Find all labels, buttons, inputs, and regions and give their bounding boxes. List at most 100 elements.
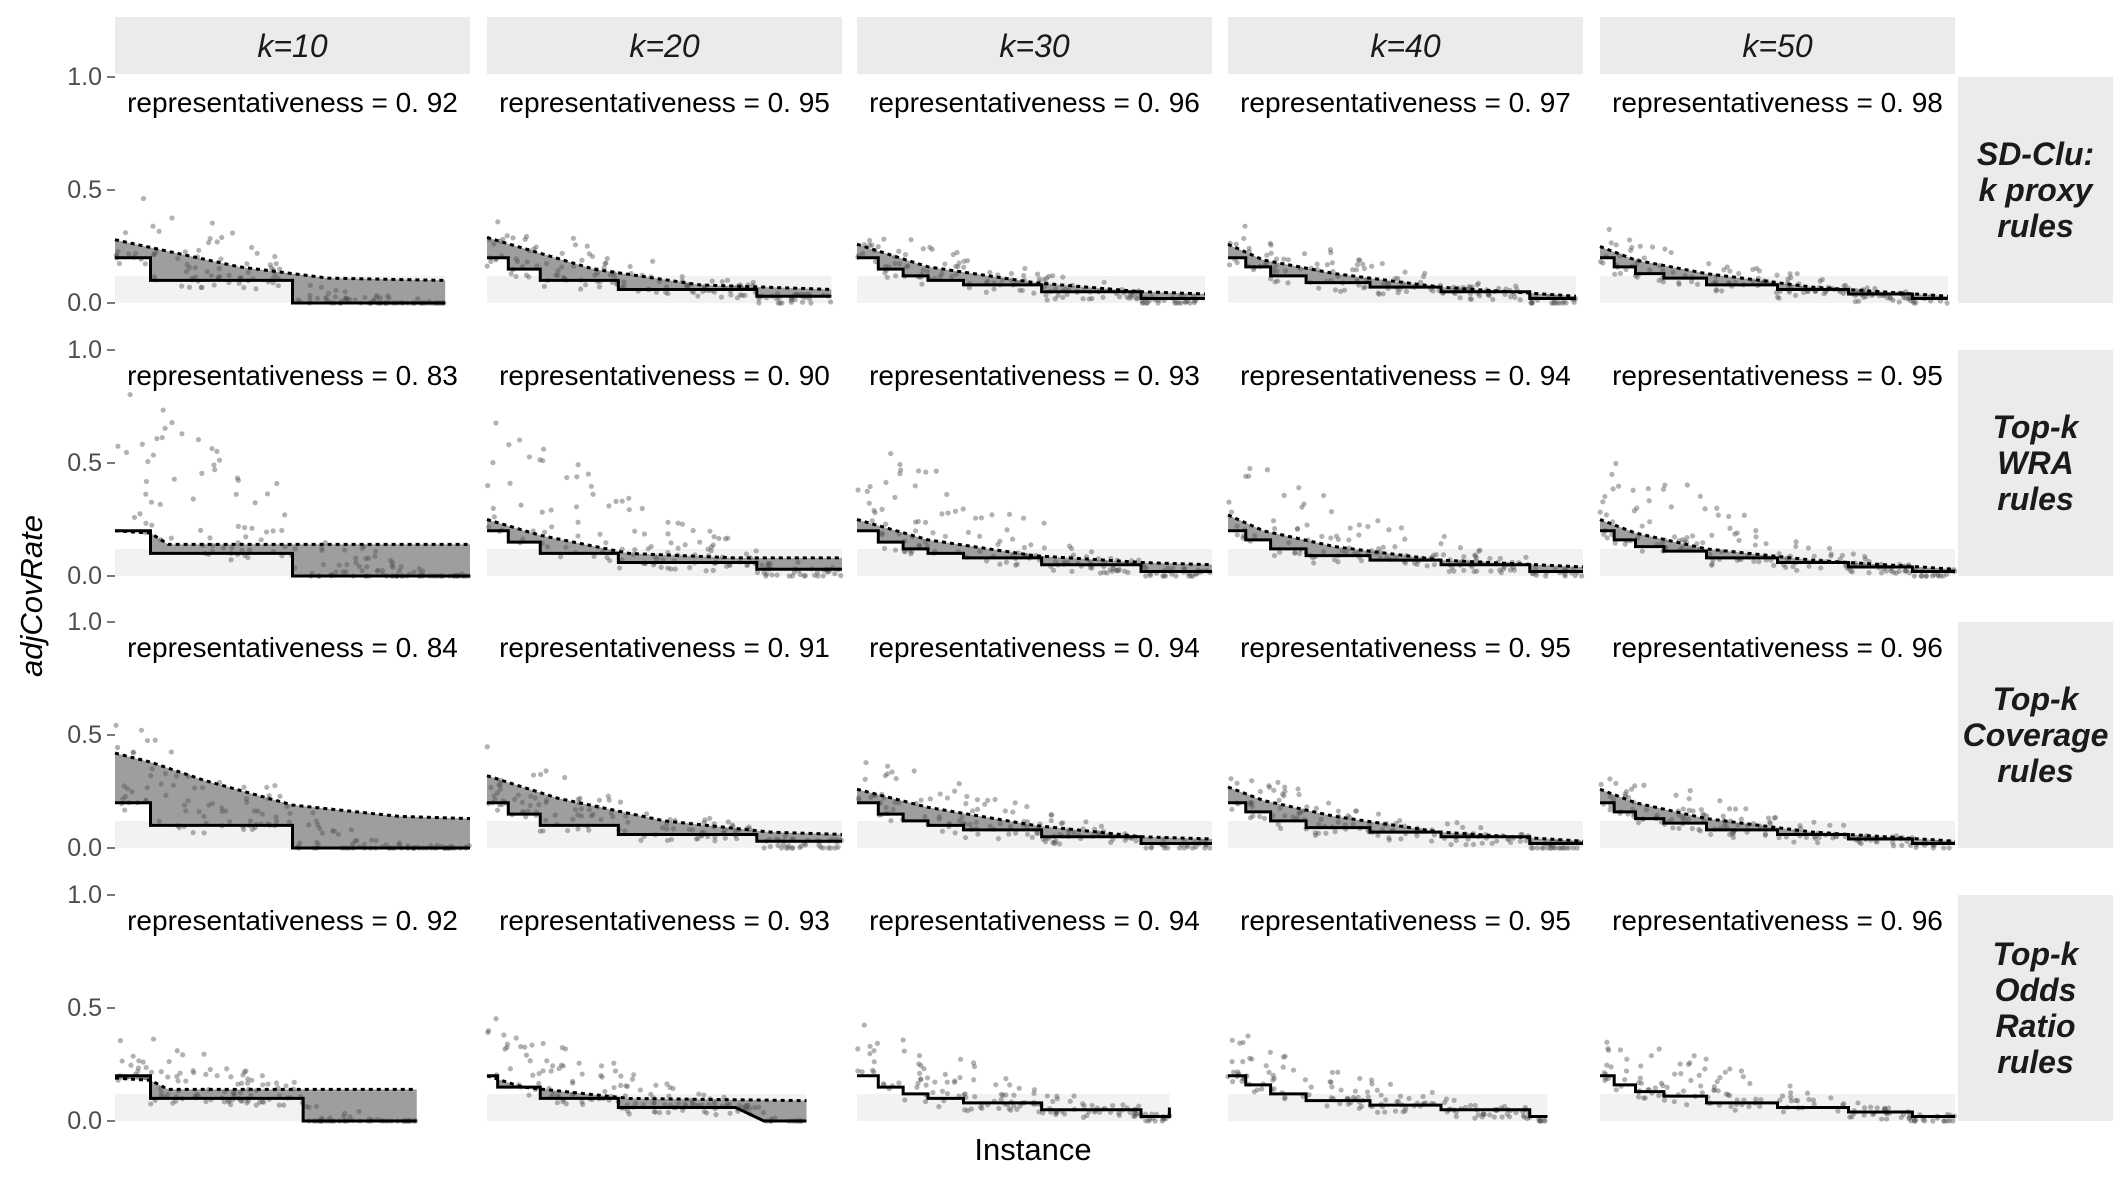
instance-point: [1420, 1093, 1426, 1100]
instance-point: [756, 300, 762, 306]
instance-point: [1868, 1104, 1874, 1110]
instance-point: [586, 827, 592, 833]
instance-point: [1110, 1103, 1116, 1109]
instance-point: [1719, 548, 1725, 555]
instance-point: [1329, 260, 1335, 266]
instance-point: [1498, 570, 1504, 576]
instance-point: [1271, 787, 1277, 793]
instance-point: [1677, 1061, 1683, 1067]
instance-point: [560, 1099, 566, 1105]
instance-point: [1368, 1077, 1375, 1083]
instance-point: [115, 248, 121, 255]
instance-point: [244, 261, 250, 267]
instance-point: [374, 294, 380, 300]
instance-point: [648, 1091, 654, 1097]
instance-point: [398, 564, 404, 570]
instance-point: [1811, 1101, 1817, 1107]
instance-point: [1648, 1053, 1654, 1059]
instance-point: [1940, 573, 1947, 579]
instance-point: [1332, 829, 1338, 835]
row-strip: [1958, 895, 2113, 1121]
instance-point: [864, 488, 870, 494]
instance-point: [181, 802, 188, 808]
instance-point: [282, 544, 288, 550]
instance-point: [1798, 825, 1804, 832]
instance-point: [333, 287, 339, 294]
instance-point: [956, 260, 962, 266]
instance-point: [364, 564, 370, 570]
instance-point: [972, 515, 979, 521]
instance-point: [1662, 246, 1668, 252]
instance-point: [1787, 271, 1793, 277]
instance-point: [1676, 825, 1682, 831]
instance-point: [570, 1078, 576, 1084]
instance-point: [726, 1101, 733, 1107]
instance-point: [591, 553, 597, 560]
instance-point: [1294, 815, 1300, 821]
instance-point: [373, 838, 379, 844]
instance-point: [541, 283, 547, 289]
instance-point: [955, 264, 961, 270]
instance-point: [507, 1066, 513, 1072]
instance-point: [1551, 300, 1557, 306]
instance-point: [121, 783, 127, 789]
instance-point: [1791, 839, 1797, 845]
instance-point: [127, 391, 133, 398]
instance-point: [578, 806, 585, 812]
instance-point: [892, 799, 898, 805]
y-tick-label: 0.0: [67, 562, 102, 590]
instance-point: [166, 1058, 172, 1065]
instance-point: [1776, 551, 1782, 557]
instance-point: [1660, 267, 1666, 273]
instance-point: [1765, 815, 1772, 821]
instance-point: [139, 441, 145, 447]
instance-point: [939, 828, 946, 834]
instance-point: [596, 284, 603, 290]
instance-point: [1261, 815, 1268, 821]
instance-point: [1133, 838, 1139, 844]
instance-point: [1374, 1109, 1381, 1116]
instance-point: [1714, 1079, 1720, 1085]
instance-point: [1598, 781, 1604, 787]
instance-point: [1263, 1063, 1269, 1069]
instance-point: [1787, 1083, 1793, 1089]
instance-point: [1684, 482, 1690, 488]
instance-point: [260, 1082, 266, 1088]
instance-point: [610, 813, 616, 820]
instance-point: [1806, 563, 1812, 569]
instance-point: [1056, 841, 1063, 847]
instance-point: [861, 1022, 867, 1028]
instance-point: [727, 1110, 733, 1116]
instance-point: [1911, 573, 1918, 579]
instance-point: [942, 1071, 948, 1077]
instance-point: [218, 256, 224, 262]
instance-point: [515, 792, 521, 798]
instance-point: [1750, 821, 1757, 827]
instance-point: [1523, 838, 1529, 844]
instance-point: [613, 498, 619, 504]
instance-point: [949, 274, 955, 280]
instance-point: [510, 235, 516, 241]
instance-point: [1240, 1059, 1246, 1065]
instance-point: [1911, 298, 1917, 305]
instance-point: [1632, 783, 1638, 789]
instance-point: [932, 1079, 938, 1085]
instance-point: [1080, 826, 1086, 832]
instance-point: [543, 817, 549, 823]
instance-point: [1451, 568, 1457, 574]
instance-point: [879, 532, 885, 538]
instance-point: [1563, 300, 1569, 306]
facet-panel: representativeness = 0. 95: [1225, 905, 1571, 1124]
instance-point: [1010, 809, 1016, 815]
instance-point: [266, 793, 272, 799]
instance-point: [1392, 1108, 1399, 1114]
instance-point: [540, 828, 546, 834]
instance-point: [888, 817, 894, 824]
instance-point: [1402, 269, 1408, 275]
instance-point: [1069, 545, 1075, 552]
instance-point: [1080, 1101, 1086, 1107]
instance-point: [283, 1083, 289, 1089]
instance-point: [664, 826, 670, 832]
facet-panel: representativeness = 0. 83: [114, 360, 472, 579]
instance-point: [1610, 486, 1616, 492]
